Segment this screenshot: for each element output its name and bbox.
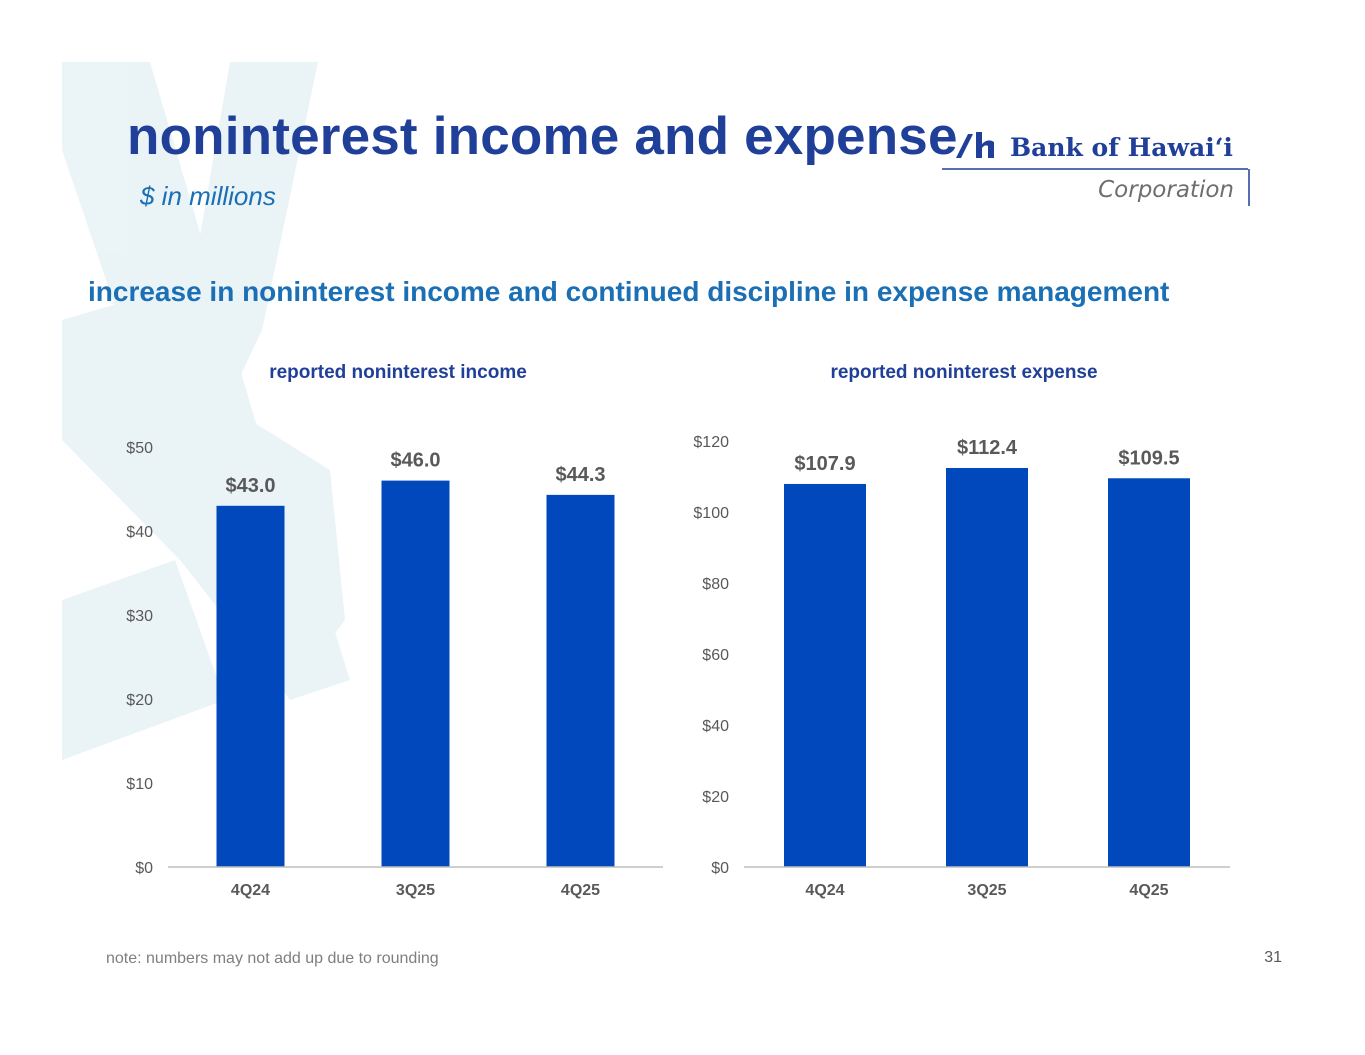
data-label: $109.5 — [1118, 447, 1179, 469]
x-tick-label: 3Q25 — [967, 882, 1006, 899]
page-subtitle: $ in millions — [140, 181, 276, 211]
y-tick-label: $100 — [693, 505, 729, 522]
y-tick-label: $10 — [126, 776, 153, 793]
x-tick-label: 3Q25 — [396, 882, 435, 899]
y-tick-label: $40 — [702, 718, 729, 735]
income-chart-title: reported noninterest income — [269, 362, 527, 383]
bank-logo-name: Bank of Hawaiʻi — [1010, 133, 1233, 162]
y-tick-label: $60 — [702, 647, 729, 664]
y-tick-label: $0 — [135, 860, 153, 877]
data-label: $43.0 — [225, 475, 275, 497]
footnote: note: numbers may not add up due to roun… — [106, 950, 439, 967]
noninterest-income-chart: $0 $10 $20 $30 $40 $50 $43.0 4Q24 $46.0 3Q25 $44.3… — [126, 440, 663, 899]
x-tick-label: 4Q24 — [231, 882, 270, 899]
y-tick-label: $40 — [126, 524, 153, 541]
headline: increase in noninterest income and conti… — [88, 276, 1170, 307]
y-tick-label: $20 — [702, 789, 729, 806]
bar-4q25 — [1108, 478, 1190, 867]
data-label: $112.4 — [957, 437, 1018, 459]
bar-4q24 — [784, 483, 866, 867]
x-tick-label: 4Q25 — [561, 882, 600, 899]
y-tick-label: $50 — [126, 440, 153, 457]
bank-logo-mark-icon — [956, 132, 994, 158]
y-tick-label: $20 — [126, 692, 153, 709]
bar-3q25 — [381, 480, 450, 867]
bank-logo-tagline: Corporation — [1098, 177, 1234, 203]
data-label: $107.9 — [794, 453, 855, 475]
data-label: $44.3 — [555, 464, 605, 486]
page-title: noninterest income and expense — [127, 107, 958, 166]
bar-4q25 — [546, 494, 615, 867]
data-label: $46.0 — [390, 450, 440, 472]
x-tick-label: 4Q25 — [1129, 882, 1168, 899]
y-tick-label: $80 — [702, 576, 729, 593]
x-tick-label: 4Q24 — [805, 882, 844, 899]
noninterest-expense-chart: $0 $20 $40 $60 $80 $100 $120 $107.9 4Q24 $112.4 3Q… — [693, 434, 1230, 899]
bar-4q24 — [216, 505, 285, 867]
y-tick-label: $0 — [711, 860, 729, 877]
bar-3q25 — [946, 467, 1028, 867]
y-tick-label: $120 — [693, 434, 729, 451]
page-number: 31 — [1264, 949, 1282, 966]
expense-chart-title: reported noninterest expense — [830, 362, 1098, 383]
y-tick-label: $30 — [126, 608, 153, 625]
bank-logo: Bank of Hawaiʻi Corporation — [942, 132, 1250, 206]
